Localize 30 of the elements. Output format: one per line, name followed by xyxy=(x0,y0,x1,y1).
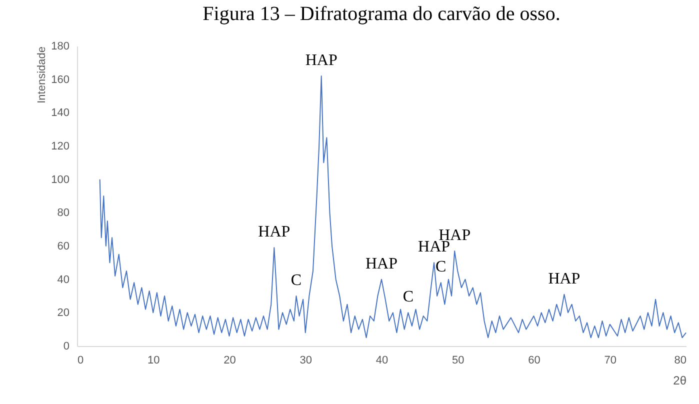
annotation: HAP xyxy=(258,224,290,241)
x-tick-label: 70 xyxy=(604,354,616,366)
y-tick-label: 120 xyxy=(51,140,70,152)
annotation: C xyxy=(290,272,302,289)
annotation: HAP xyxy=(548,270,580,288)
y-tick-label: 100 xyxy=(51,174,70,186)
y-tick-label: 180 xyxy=(51,40,70,52)
y-tick-label: 20 xyxy=(57,307,70,320)
annotation: C xyxy=(436,258,446,276)
x-tick-label: 80 xyxy=(674,354,686,366)
y-tick-label: 80 xyxy=(57,207,70,220)
y-tick-label: 0 xyxy=(63,340,70,352)
y-tick-label: 60 xyxy=(57,240,70,252)
x-tick-label: 10 xyxy=(148,354,160,366)
y-axis-title: Intensidade xyxy=(36,46,48,104)
x-tick-label: 60 xyxy=(528,354,540,366)
chart-title: Figura 13 – Difratograma do carvão de osso. xyxy=(202,3,560,25)
annotation: HAP xyxy=(365,255,398,272)
y-tick-label: 160 xyxy=(51,74,70,86)
x-tick-label: 0 xyxy=(78,354,84,366)
x-tick-label: 30 xyxy=(300,354,312,366)
x-tick-label: 50 xyxy=(452,354,464,366)
y-tick-label: 40 xyxy=(57,274,70,286)
x-axis-title: 2θ xyxy=(673,374,687,388)
annotation: C xyxy=(402,288,414,306)
y-tick-label: 140 xyxy=(51,107,70,120)
annotation: HAP xyxy=(305,52,338,69)
x-tick-label: 40 xyxy=(376,354,388,366)
x-tick-label: 20 xyxy=(224,354,236,366)
line-series xyxy=(99,76,686,338)
